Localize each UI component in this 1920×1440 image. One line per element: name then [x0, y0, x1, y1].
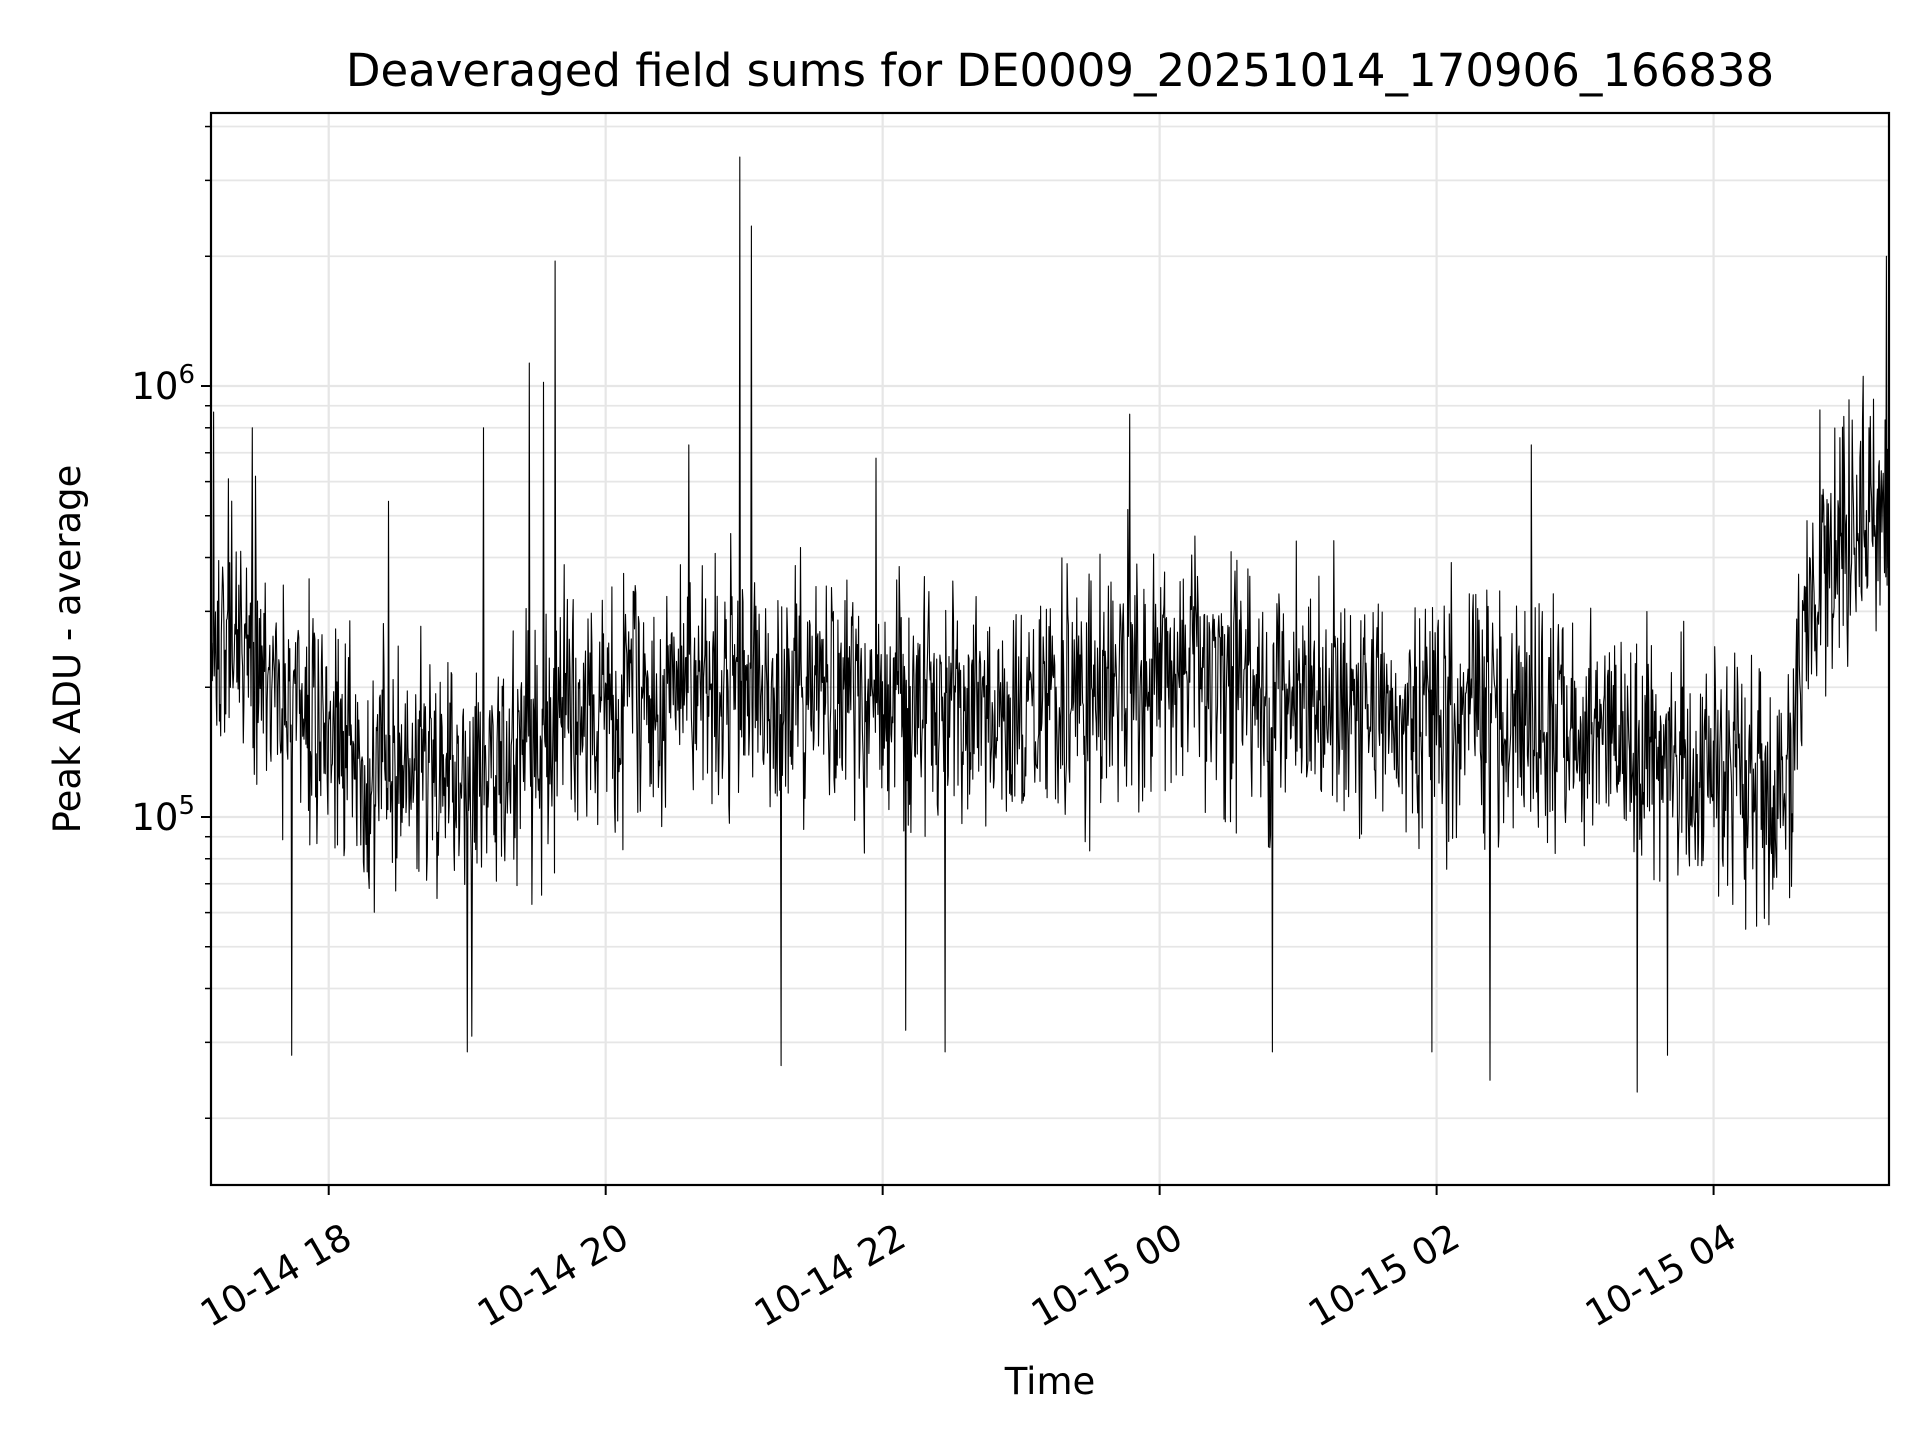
- x-axis-label: Time: [1004, 1360, 1096, 1403]
- chart-title: Deaveraged field sums for DE0009_2025101…: [346, 44, 1774, 97]
- y-axis-label: Peak ADU - average: [46, 465, 89, 834]
- series-line: [210, 156, 1890, 1093]
- y-tick-label: 106: [131, 360, 195, 408]
- plot-frame: [209, 111, 1891, 1187]
- series-layer: [210, 156, 1890, 1093]
- y-tick-label: 105: [131, 791, 195, 839]
